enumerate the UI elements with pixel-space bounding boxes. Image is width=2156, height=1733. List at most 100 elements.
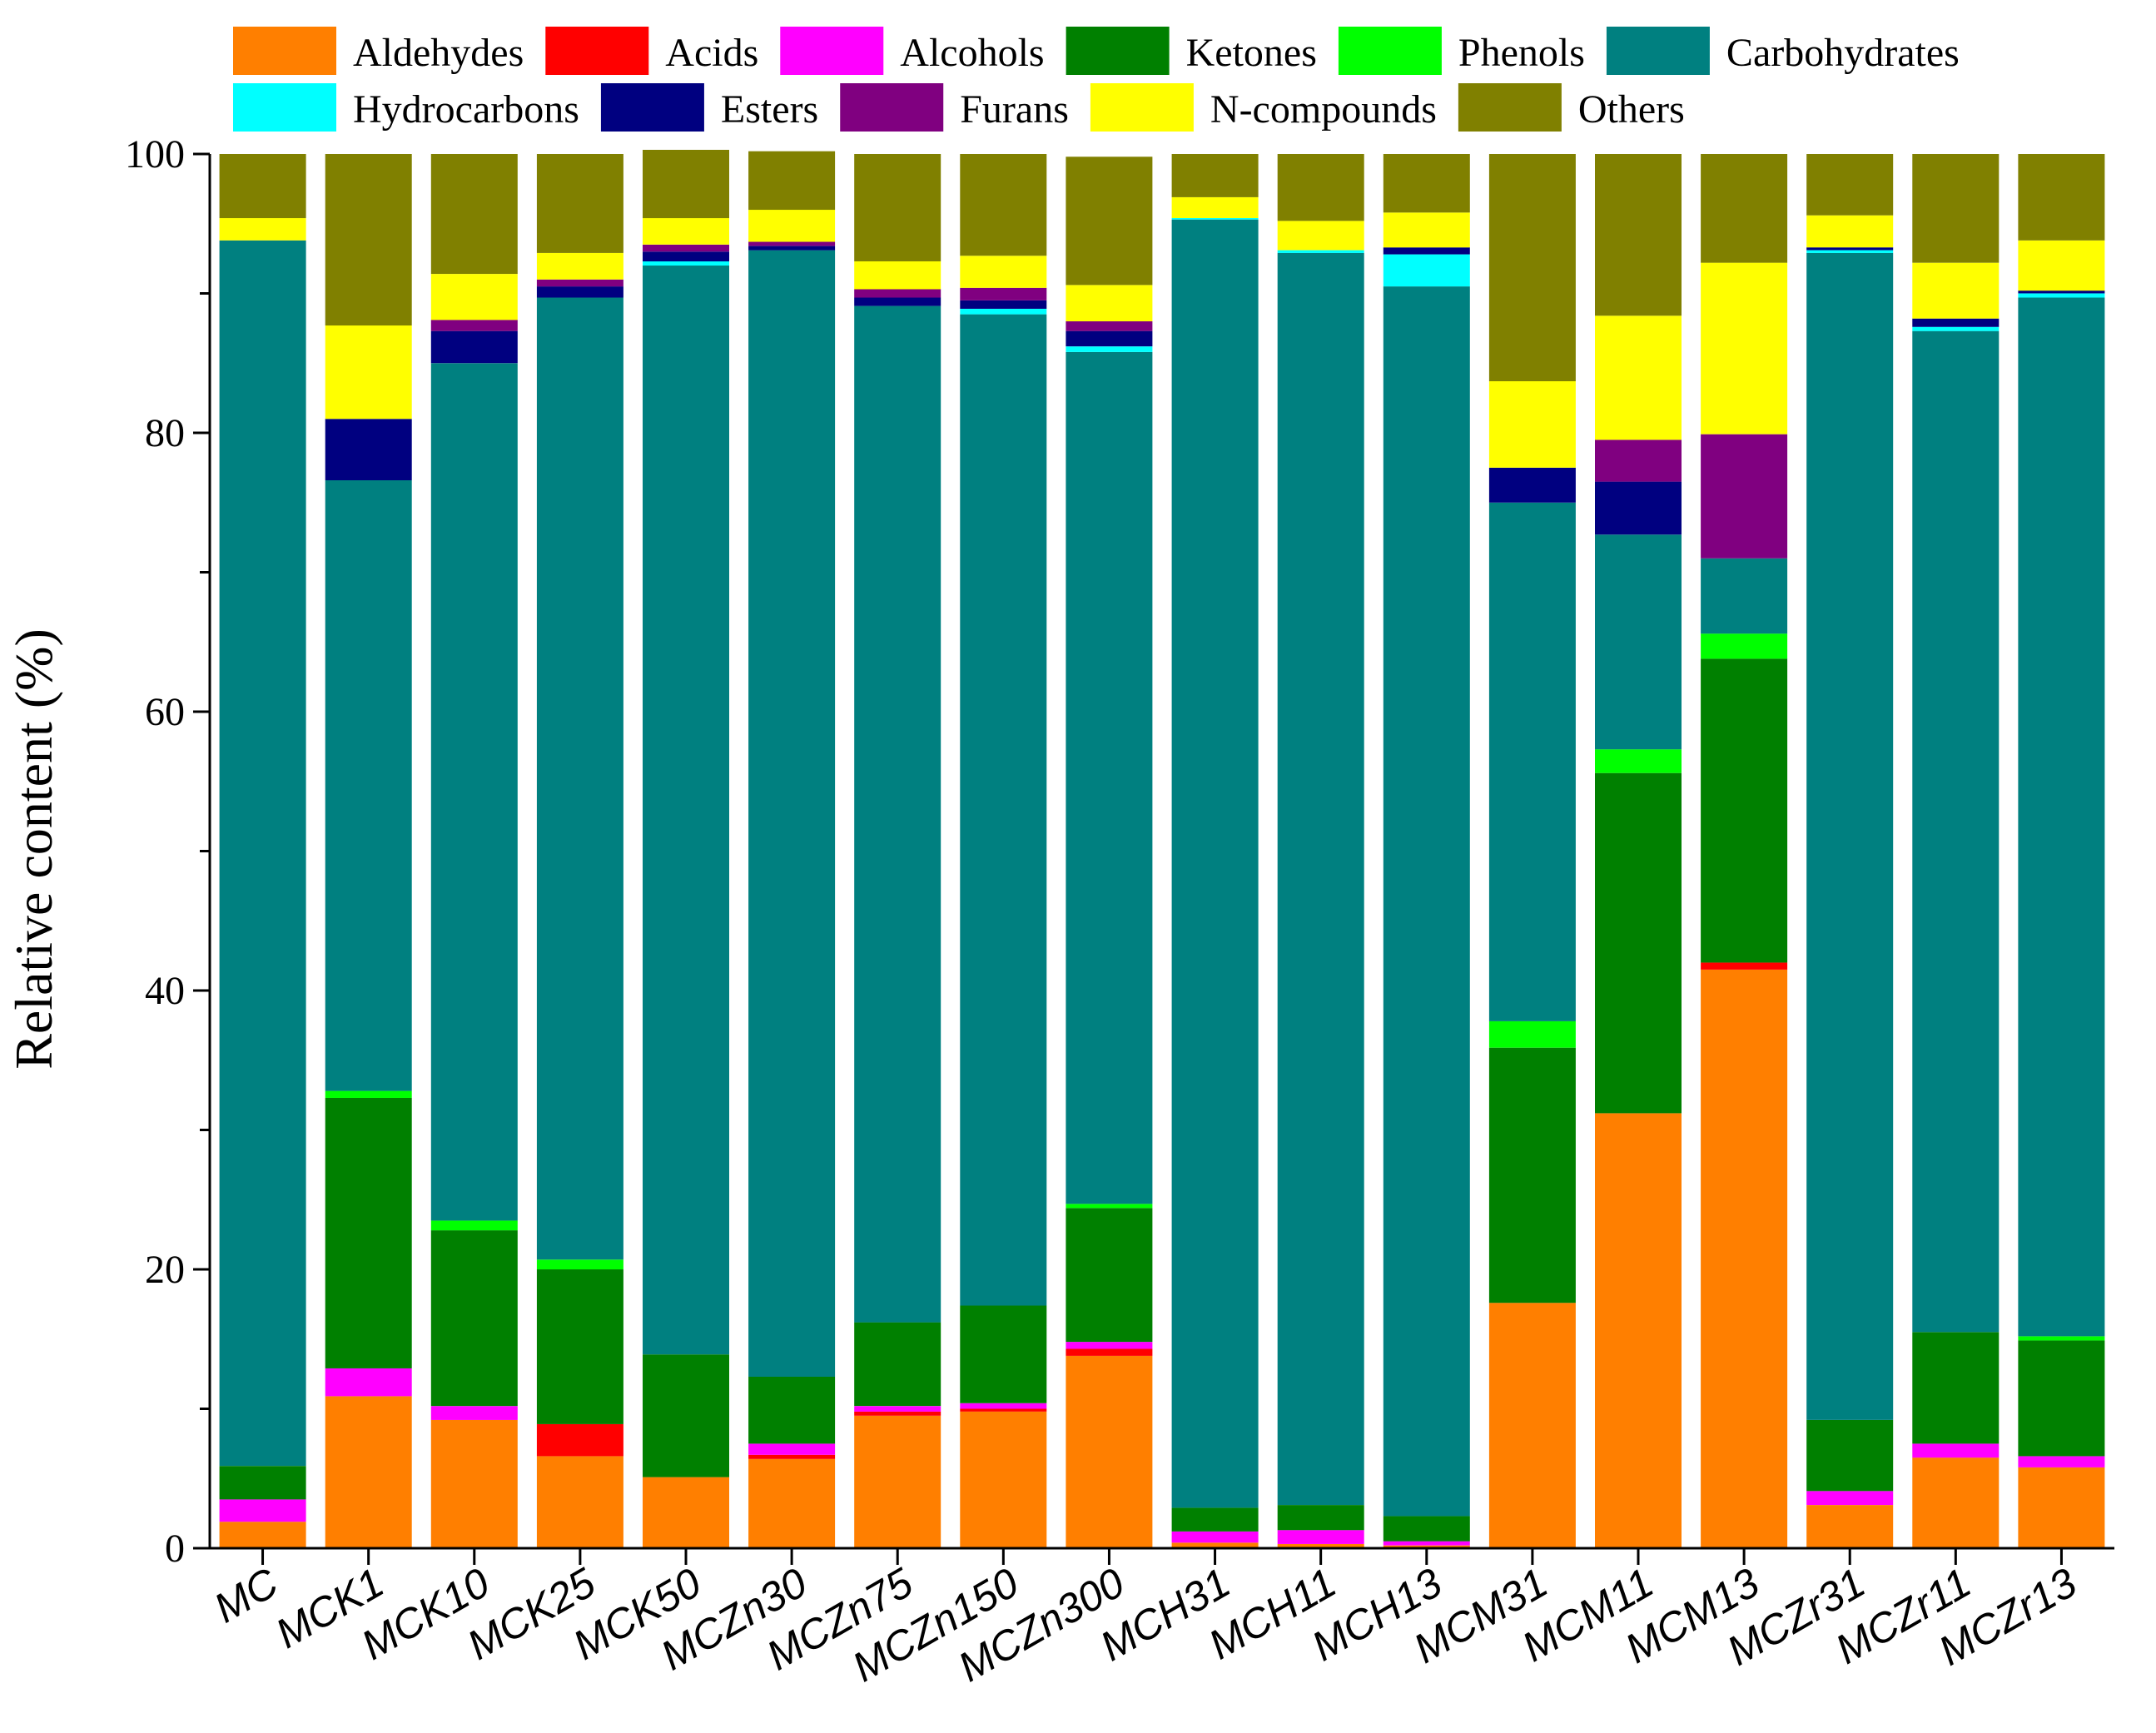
bar-segment-mczn300-furans [1066,321,1153,331]
bar-segment-mck1-ketones [325,1098,412,1368]
bar-segment-mcm11-ketones [1595,772,1682,1114]
bar-segment-mczn30-ketones [748,1377,836,1444]
bar-segment-mck50-ketones [643,1354,729,1477]
bar-segment-mch13-carbohydrates [1383,286,1470,1517]
bar-segment-mczn30-aldehydes [748,1458,836,1548]
bar-segment-mczn75-n-compounds [854,261,941,290]
bar-segment-mck10-carbohydrates [430,363,518,1221]
bar-segment-mczn300-ketones [1066,1208,1153,1343]
bar-segment-mcm13-others [1701,154,1788,263]
bar-segment-mczn300-alcohols [1066,1342,1153,1349]
bar-segment-mczr13-hydrocarbons [2018,293,2105,298]
legend-label-furans: Furans [960,87,1069,132]
bar-segment-mczn150-acids [960,1408,1047,1412]
bars [219,150,2105,1549]
bar-segment-mch11-n-compounds [1277,221,1364,251]
legend-label-ketones: Ketones [1186,31,1317,75]
y-tick-label: 60 [145,690,185,734]
legend-label-esters: Esters [721,87,818,132]
legend: Aldehydes Acids Alcohols Ketones Phenols Carb… [233,27,1960,132]
y-tick-label: 40 [145,969,185,1013]
bar-segment-mck10-others [430,154,518,275]
legend-swatch-furans [840,83,944,132]
bar-segment-mczr13-alcohols [2018,1456,2105,1467]
bar-segment-mcm11-carbohydrates [1595,534,1682,750]
bar-segment-mczr31-esters [1806,247,1894,251]
bar-segment-mcm13-carbohydrates [1701,558,1788,634]
bar-segment-mcm31-phenols [1488,1020,1576,1048]
bar-segment-mczn30-n-compounds [748,210,836,242]
legend-swatch-alcohols [780,27,884,75]
bar-segment-mck10-ketones [430,1230,518,1407]
bar-segment-mczn150-carbohydrates [960,314,1047,1306]
bar-segment-mczr13-aldehydes [2018,1467,2105,1548]
bar-segment-mczn300-acids [1066,1348,1153,1356]
bar-segment-mczr11-n-compounds [1912,262,2000,319]
bar-segment-mczr11-carbohydrates [1912,330,2000,1333]
bar-segment-mczr11-ketones [1912,1332,2000,1444]
bar-segment-mczn30-acids [748,1454,836,1459]
bar-segment-mcm13-aldehydes [1701,969,1788,1549]
legend-label-alcohols: Alcohols [900,31,1044,75]
bar-segment-mcm31-aldehydes [1488,1303,1576,1548]
bar-segment-mck25-carbohydrates [536,297,623,1260]
bar-segment-mch31-carbohydrates [1171,219,1259,1508]
bar-segment-mczr31-carbohydrates [1806,252,1894,1420]
bar-segment-mczn150-alcohols [960,1403,1047,1409]
bar-segment-mck1-n-compounds [325,325,412,420]
bar-segment-mcm13-ketones [1701,658,1788,963]
bar-segment-mck10-phenols [430,1220,518,1231]
bar-segment-mczn300-n-compounds [1066,285,1153,322]
bar-segment-mch11-others [1277,154,1364,221]
bar-segment-mcm11-aldehydes [1595,1113,1682,1548]
y-tick-label: 100 [125,132,185,176]
bar-segment-mczr31-hydrocarbons [1806,250,1894,253]
bar-segment-mck50-others [643,150,729,219]
bar-segment-mczr31-aldehydes [1806,1505,1894,1549]
legend-swatch-phenols [1338,27,1442,75]
bar-segment-mck50-carbohydrates [643,266,729,1355]
legend-swatch-aldehydes [233,27,336,75]
bar-segment-mch11-alcohols [1277,1530,1364,1544]
bar-segment-mck10-n-compounds [430,274,518,320]
bar-segment-mczn300-others [1066,156,1153,286]
bar-segment-mc-aldehydes [219,1522,306,1549]
bar-segment-mck25-furans [536,279,623,287]
bar-segment-mcm11-phenols [1595,749,1682,773]
bar-segment-mczr31-ketones [1806,1419,1894,1492]
legend-swatch-carbohydrates [1606,27,1710,75]
bar-segment-mczn75-others [854,154,941,261]
bar-segment-mck1-phenols [325,1090,412,1098]
legend-swatch-acids [545,27,649,75]
bar-segment-mczn75-aldehydes [854,1415,941,1549]
bar-segment-mch13-hydrocarbons [1383,254,1470,287]
bar-segment-mczr31-others [1806,154,1894,216]
bar-segment-mczn75-esters [854,297,941,306]
bar-segment-mczr13-n-compounds [2018,240,2105,291]
bar-segment-mcm31-n-compounds [1488,381,1576,468]
bar-segment-mczn150-furans [960,287,1047,300]
bar-segment-mch11-aldehydes [1277,1544,1364,1549]
bar-segment-mck50-furans [643,244,729,252]
bar-segment-mch31-others [1171,154,1259,197]
legend-swatch-esters [600,83,704,132]
bar-segment-mczn150-aldehydes [960,1411,1047,1548]
bar-segment-mck25-acids [536,1423,623,1457]
legend-label-acids: Acids [665,31,758,75]
bar-segment-mczr11-esters [1912,318,2000,327]
bar-segment-mck10-aldehydes [430,1419,518,1548]
bar-segment-mch11-hydrocarbons [1277,250,1364,253]
bar-segment-mck25-n-compounds [536,252,623,280]
bar-segment-mczn75-alcohols [854,1406,941,1412]
bar-segment-mczn75-ketones [854,1322,941,1407]
bar-segment-mck25-esters [536,286,623,298]
bar-segment-mch13-aldehydes [1383,1545,1470,1549]
bar-segment-mczn75-acids [854,1411,941,1416]
bar-segment-mch31-hydrocarbons [1171,218,1259,220]
bar-segment-mczr13-others [2018,154,2105,241]
bar-segment-mczn300-hydrocarbons [1066,346,1153,352]
bar-segment-mck50-hydrocarbons [643,261,729,266]
bar-segment-mc-alcohols [219,1499,306,1522]
bar-segment-mck25-others [536,154,623,253]
